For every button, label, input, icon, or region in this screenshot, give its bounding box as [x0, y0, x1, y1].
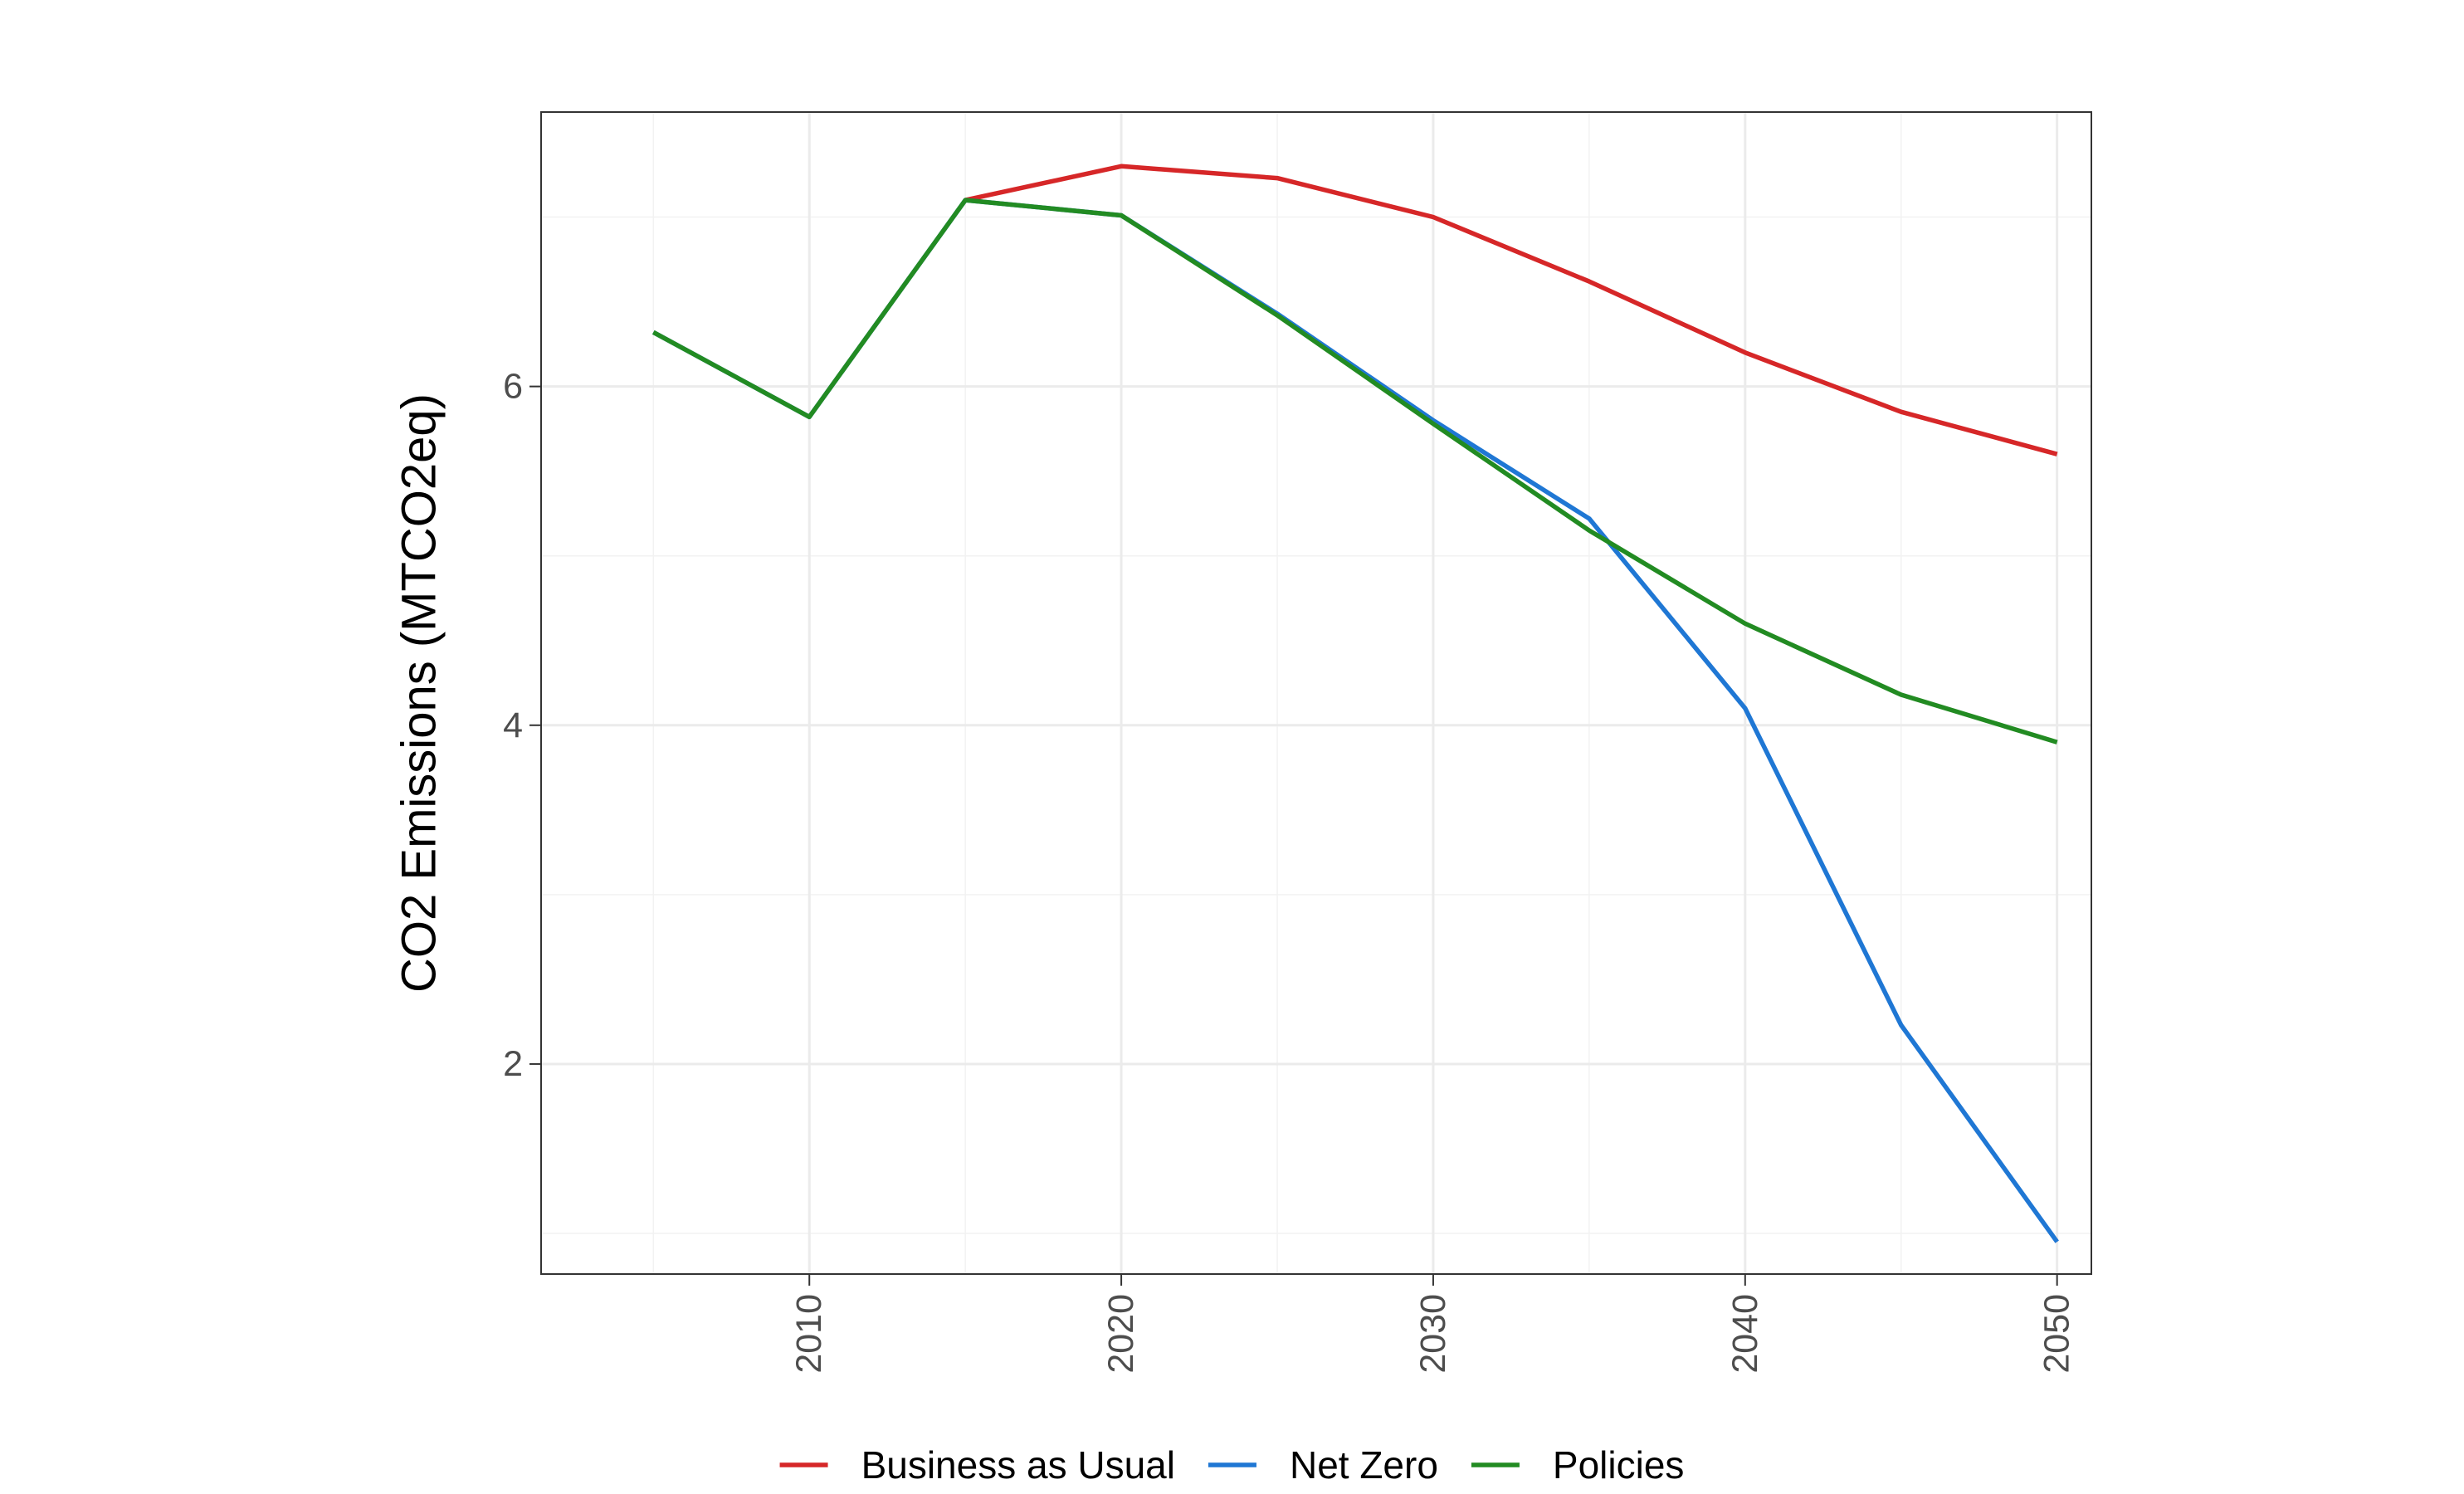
y-tick-label: 4 [503, 706, 523, 745]
major-gridlines [541, 112, 2091, 1274]
series-line-policies [651, 198, 2058, 745]
y-tick-label: 6 [503, 367, 523, 407]
x-tick-label: 2020 [1101, 1294, 1141, 1374]
x-tick-label: 2030 [1413, 1294, 1453, 1374]
legend-item-net-zero: Net Zero [1208, 1443, 1438, 1487]
x-tick-label: 2010 [789, 1294, 829, 1374]
legend-item-business-as-usual: Business as Usual [779, 1443, 1175, 1487]
y-axis-title: CO2 Emissions (MTCO2eq) [393, 393, 446, 993]
x-tick-label: 2040 [1725, 1294, 1765, 1374]
legend-label-business-as-usual: Business as Usual [861, 1443, 1175, 1487]
plot-panel-border [540, 111, 2092, 1275]
series-lines [651, 164, 2059, 1243]
series-line-business-as-usual [964, 164, 2058, 456]
legend-label-policies: Policies [1553, 1443, 1685, 1487]
x-axis-ticks: 2010 2020 2030 2040 2050 [789, 1274, 2077, 1374]
y-axis-ticks: 2 4 6 [503, 367, 541, 1084]
y-tick-label: 2 [503, 1044, 523, 1084]
x-tick-label: 2050 [2037, 1294, 2077, 1374]
legend: Business as Usual Net Zero Policies [779, 1443, 1685, 1487]
legend-item-policies: Policies [1471, 1443, 1685, 1487]
legend-label-net-zero: Net Zero [1290, 1443, 1438, 1487]
